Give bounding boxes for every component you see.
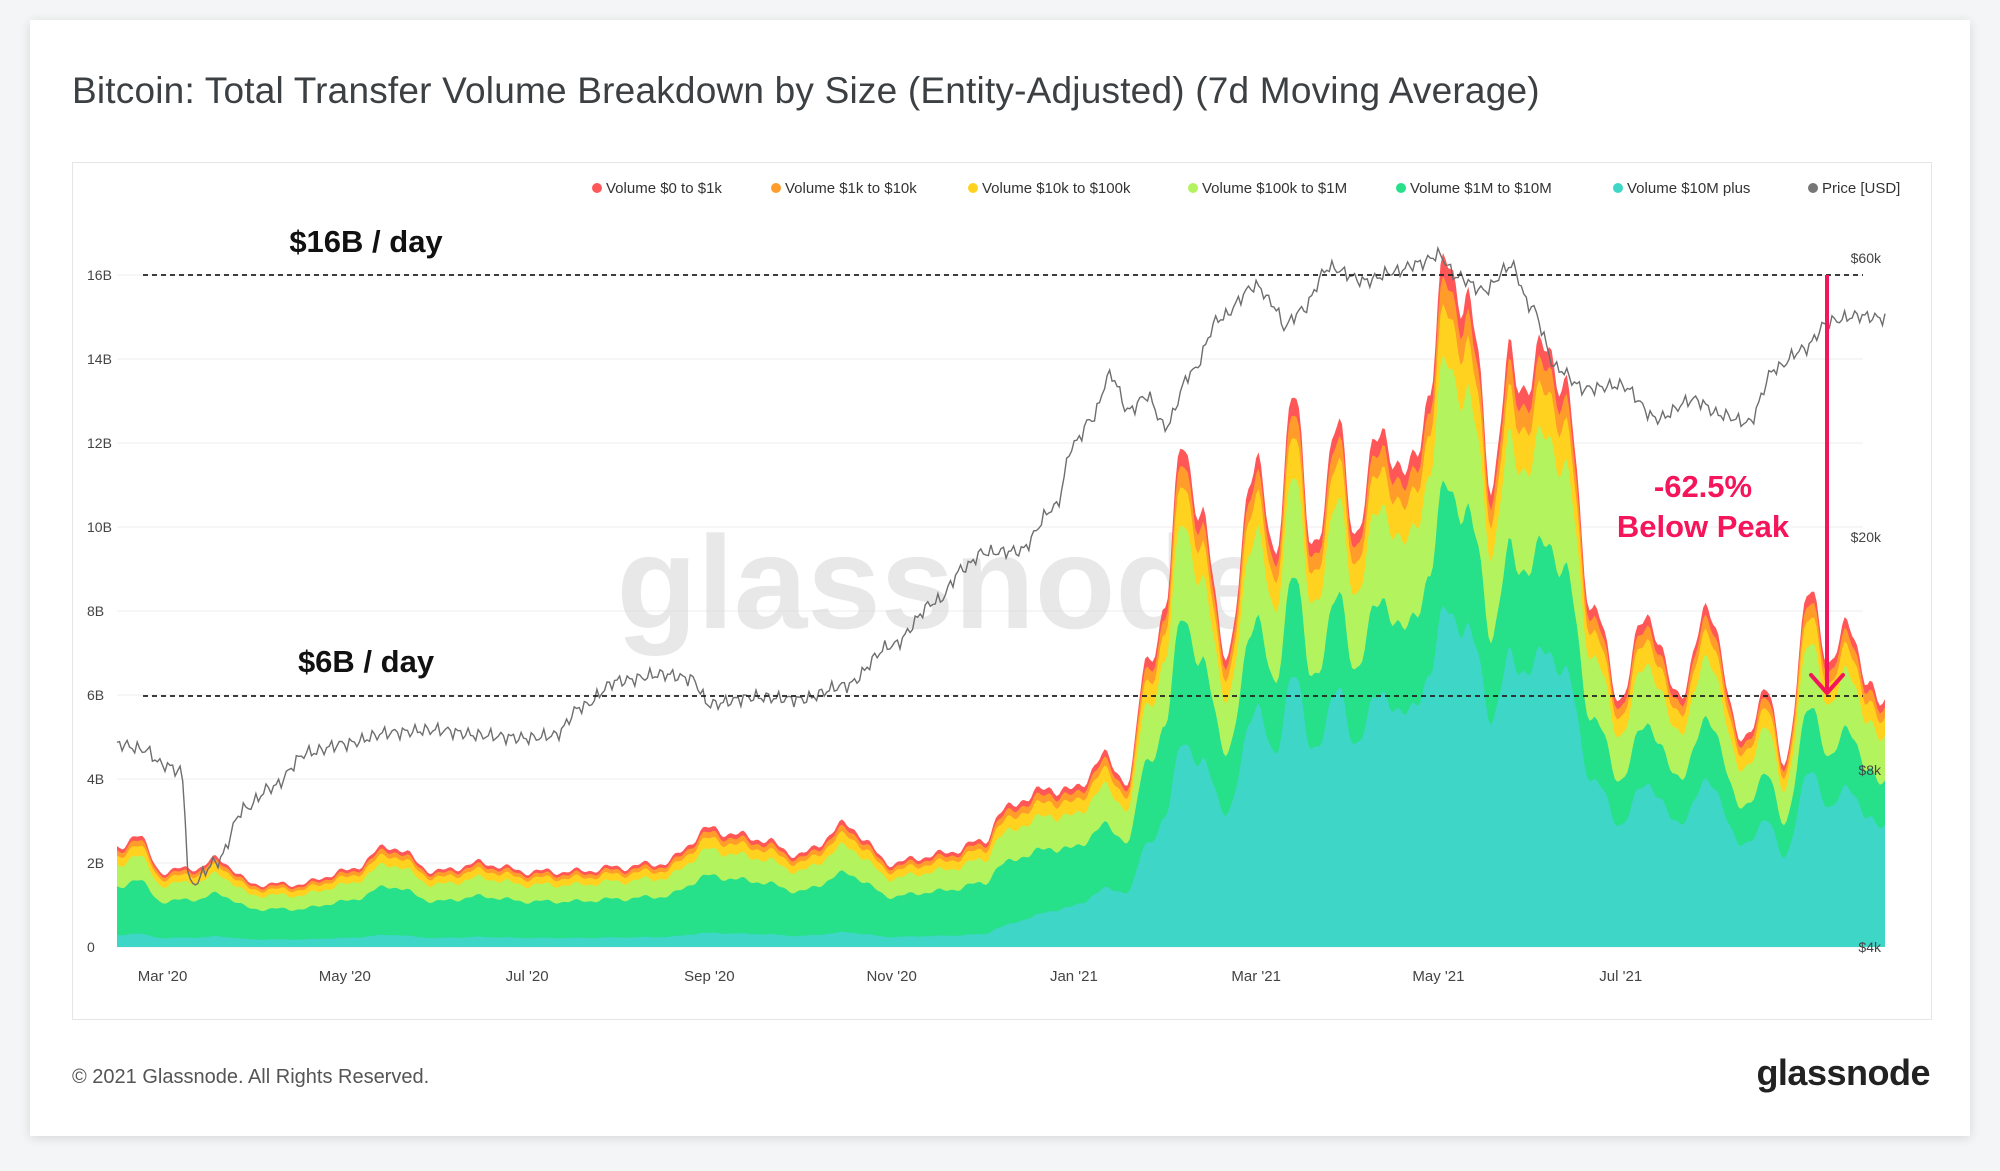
- legend-label: Volume $0 to $1k: [606, 180, 722, 197]
- annotation-6b-label: $6B / day: [298, 644, 435, 679]
- drawdown-annotation: -62.5% Below Peak: [1617, 275, 1845, 695]
- legend-label: Volume $10k to $100k: [982, 180, 1131, 197]
- legend-item[interactable]: Price [USD]: [1808, 180, 1900, 197]
- footer-logo: glassnode: [1756, 1052, 1930, 1093]
- x-axis: Mar '20 May '20 Jul '20 Sep '20 Nov '20 Jan '…: [138, 968, 1642, 985]
- legend-item[interactable]: Volume $1M to $10M: [1396, 180, 1552, 197]
- x-tick-label: Jan '21: [1050, 968, 1098, 985]
- chart-frame: glassnode 0 2B 4B 6B 8B 10B 12B 14B 16B …: [72, 162, 1932, 1020]
- y-tick-label: 12B: [87, 435, 112, 451]
- y-tick-label: 6B: [87, 687, 104, 703]
- x-tick-label: Mar '20: [138, 968, 188, 985]
- legend-label: Volume $1M to $10M: [1410, 180, 1552, 197]
- drawdown-percent: -62.5%: [1654, 469, 1752, 504]
- y-right-tick-label: $4k: [1858, 939, 1882, 955]
- legend-label: Price [USD]: [1822, 180, 1900, 197]
- legend-marker: [1396, 183, 1406, 193]
- y-right-tick-label: $8k: [1858, 762, 1882, 778]
- y-tick-label: 2B: [87, 855, 104, 871]
- y-tick-label: 8B: [87, 603, 104, 619]
- y-tick-label: 0: [87, 939, 95, 955]
- chart-title: Bitcoin: Total Transfer Volume Breakdown…: [72, 70, 1540, 111]
- legend-item[interactable]: Volume $10k to $100k: [968, 180, 1131, 197]
- legend-marker: [968, 183, 978, 193]
- x-tick-label: May '20: [319, 968, 371, 985]
- y-tick-label: 10B: [87, 519, 112, 535]
- x-tick-label: Jul '20: [506, 968, 549, 985]
- annotation-16b-label: $16B / day: [289, 224, 443, 259]
- area-volume-10m-plus: [117, 605, 1885, 947]
- annotation-16b: $16B / day: [143, 224, 1863, 276]
- y-tick-label: 4B: [87, 771, 104, 787]
- stacked-areas: [117, 252, 1885, 948]
- y-tick-label: 16B: [87, 267, 112, 283]
- legend-item[interactable]: Volume $0 to $1k: [592, 180, 722, 197]
- x-tick-label: May '21: [1412, 968, 1464, 985]
- annotation-6b: $6B / day: [143, 644, 1863, 697]
- x-tick-label: Jul '21: [1599, 968, 1642, 985]
- legend-marker: [1808, 183, 1818, 193]
- legend: Volume $0 to $1k Volume $1k to $10k Volume…: [592, 180, 1900, 197]
- chart-card: Bitcoin: Total Transfer Volume Breakdown…: [30, 20, 1970, 1136]
- drawdown-caption: Below Peak: [1617, 509, 1790, 544]
- legend-label: Volume $10M plus: [1627, 180, 1750, 197]
- legend-item[interactable]: Volume $10M plus: [1613, 180, 1750, 197]
- volume-chart: glassnode 0 2B 4B 6B 8B 10B 12B 14B 16B …: [87, 180, 1900, 985]
- x-tick-label: Mar '21: [1231, 968, 1281, 985]
- y-tick-label: 14B: [87, 351, 112, 367]
- x-tick-label: Sep '20: [684, 968, 734, 985]
- legend-marker: [592, 183, 602, 193]
- legend-label: Volume $1k to $10k: [785, 180, 917, 197]
- y-right-tick-label: $20k: [1851, 529, 1882, 545]
- drawdown-arrow-head: [1809, 673, 1845, 695]
- legend-marker: [771, 183, 781, 193]
- y-axis-right: $4k $8k $20k $60k: [1851, 250, 1882, 955]
- legend-label: Volume $100k to $1M: [1202, 180, 1347, 197]
- x-tick-label: Nov '20: [866, 968, 916, 985]
- legend-marker: [1613, 183, 1623, 193]
- legend-item[interactable]: Volume $100k to $1M: [1188, 180, 1347, 197]
- footer-copyright: © 2021 Glassnode. All Rights Reserved.: [72, 1066, 430, 1088]
- y-axis-left: 0 2B 4B 6B 8B 10B 12B 14B 16B: [87, 267, 112, 955]
- legend-marker: [1188, 183, 1198, 193]
- y-right-tick-label: $60k: [1851, 250, 1882, 266]
- price-line: [116, 245, 1886, 886]
- legend-item[interactable]: Volume $1k to $10k: [771, 180, 917, 197]
